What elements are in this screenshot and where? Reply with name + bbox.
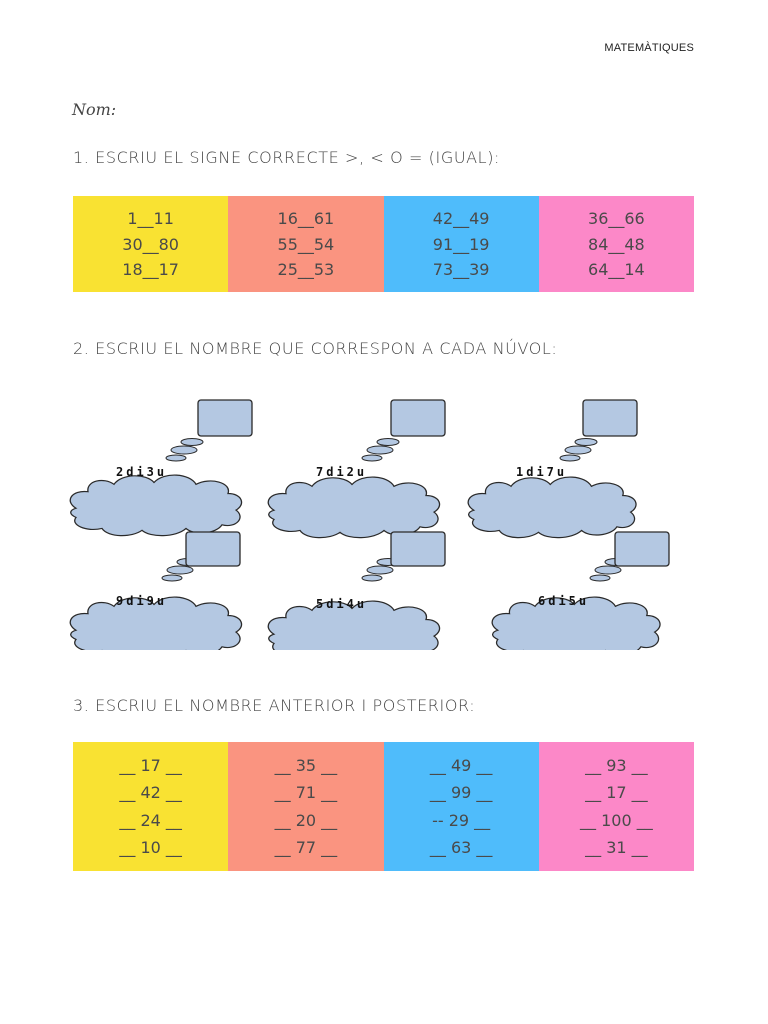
comparison-cell: 18__17 xyxy=(122,260,179,280)
sequence-cell: __ 100 __ xyxy=(580,810,653,830)
exercise1-table: 1__11 30__80 18__17 16__61 55__54 25__53… xyxy=(73,196,694,292)
sequence-cell: __ 63 __ xyxy=(429,837,493,857)
answer-box[interactable] xyxy=(614,531,670,567)
sequence-cell: __ 99 __ xyxy=(429,783,493,803)
exercise3-column-blue: __ 49 __ __ 99 __ -- 29 __ __ 63 __ xyxy=(383,742,539,871)
exercise1-column-pink: 36__66 84__48 64__14 xyxy=(538,196,694,292)
cloud-4: 9di9u xyxy=(69,531,243,650)
cloud-label: 1di7u xyxy=(516,465,567,479)
comparison-cell: 55__54 xyxy=(277,234,335,254)
cloud-label: 2di3u xyxy=(116,465,167,479)
exercise1-column-blue: 42__49 91__19 73__39 xyxy=(383,196,539,292)
sequence-cell: __ 93 __ xyxy=(585,756,648,776)
sequence-cell: __ 49 __ xyxy=(429,756,493,776)
answer-box[interactable] xyxy=(390,531,446,567)
sequence-cell: -- 29 __ xyxy=(432,810,491,830)
sequence-cell: __ 20 __ xyxy=(274,810,338,830)
comparison-cell: 42__49 xyxy=(432,208,490,228)
exercise1-column-salmon: 16__61 55__54 25__53 xyxy=(228,196,384,292)
cloud-label: 9di9u xyxy=(116,594,167,608)
cloud-1: 2di3u xyxy=(69,399,253,537)
answer-box[interactable] xyxy=(390,399,446,437)
exercise1-column-yellow: 1__11 30__80 18__17 xyxy=(73,196,229,292)
sequence-cell: __ 10 __ xyxy=(119,837,182,857)
answer-box[interactable] xyxy=(582,399,638,437)
comparison-cell: 30__80 xyxy=(122,234,179,254)
sequence-cell: __ 35 __ xyxy=(274,756,338,776)
sequence-cell: __ 71 __ xyxy=(274,783,338,803)
comparison-cell: 36__66 xyxy=(588,208,645,228)
comparison-cell: 84__48 xyxy=(588,234,645,254)
sequence-cell: __ 17 __ xyxy=(585,783,648,803)
comparison-cell: 1__11 xyxy=(127,208,174,228)
cloud-label: 6di5u xyxy=(538,594,589,608)
exercise1-title: 1. ESCRIU EL SIGNE CORRECTE >, < O = (IG… xyxy=(73,148,501,167)
exercise2-title: 2. ESCRIU EL NOMBRE QUE CORRESPON A CADA… xyxy=(73,339,558,358)
cloud-label: 5di4u xyxy=(316,597,367,611)
cloud-3: 1di7u xyxy=(467,399,638,539)
comparison-cell: 91__19 xyxy=(432,234,490,254)
exercise3-title: 3. ESCRIU EL NOMBRE ANTERIOR I POSTERIOR… xyxy=(73,696,476,715)
subject-header: MATEMÀTIQUES xyxy=(604,42,694,54)
exercise3-column-pink: __ 93 __ __ 17 __ __ 100 __ __ 31 __ xyxy=(538,742,694,871)
answer-box[interactable] xyxy=(185,531,241,567)
sequence-cell: __ 77 __ xyxy=(274,837,338,857)
comparison-cell: 25__53 xyxy=(277,260,335,280)
exercise3-table: __ 17 __ __ 42 __ __ 24 __ __ 10 __ __ 3… xyxy=(73,742,694,871)
cloud-5: 5di4u xyxy=(267,531,446,650)
sequence-cell: __ 31 __ xyxy=(585,837,648,857)
comparison-cell: 73__39 xyxy=(432,260,490,280)
answer-box[interactable] xyxy=(197,399,253,437)
exercise3-column-yellow: __ 17 __ __ 42 __ __ 24 __ __ 10 __ xyxy=(73,742,229,871)
cloud-2: 7di2u xyxy=(267,399,446,539)
cloud-label: 7di2u xyxy=(316,465,367,479)
cloud-6: 6di5u xyxy=(491,531,670,650)
cloud-exercise: 2di3u 7di2u 1di7u 9di9u 5di4u 6di5u xyxy=(69,399,670,650)
name-label: Nom: xyxy=(72,100,117,119)
sequence-cell: __ 17 __ xyxy=(119,756,182,776)
exercise3-column-salmon: __ 35 __ __ 71 __ __ 20 __ __ 77 __ xyxy=(228,742,384,871)
comparison-cell: 64__14 xyxy=(588,260,645,280)
sequence-cell: __ 24 __ xyxy=(119,810,182,830)
sequence-cell: __ 42 __ xyxy=(119,783,182,803)
comparison-cell: 16__61 xyxy=(277,208,335,228)
